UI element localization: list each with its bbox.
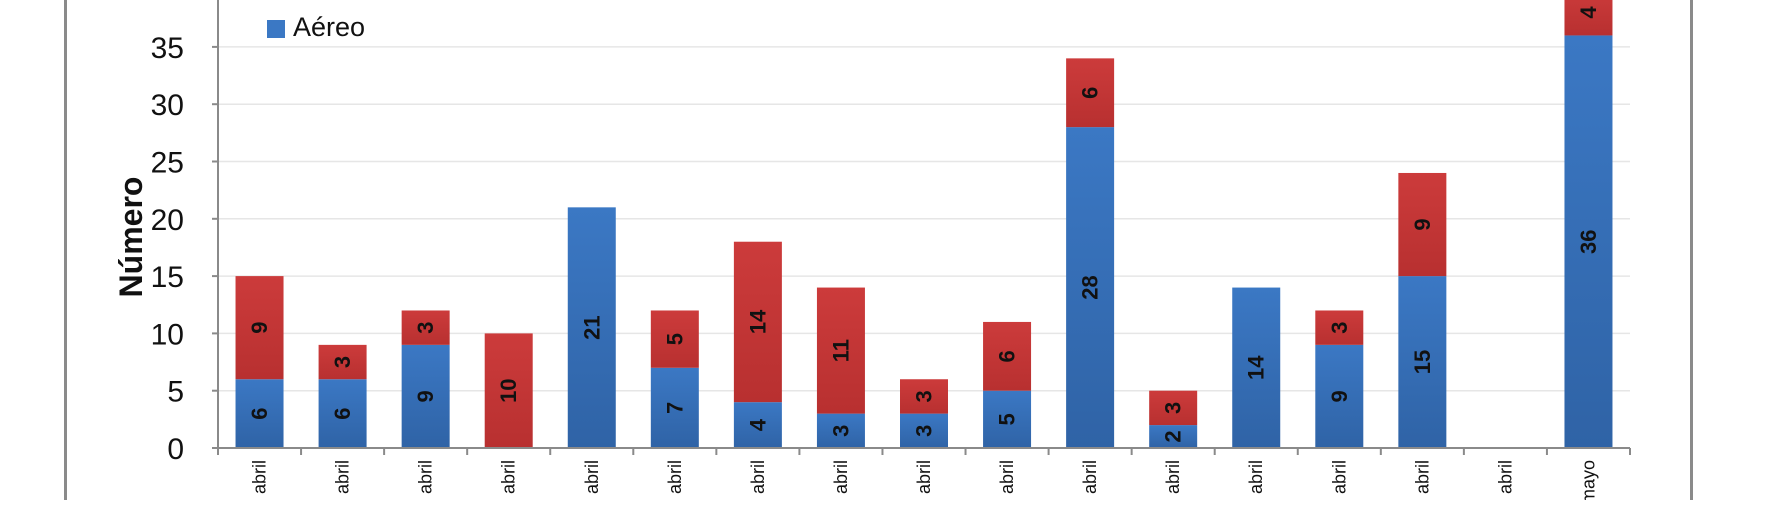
outer-border-left (64, 0, 67, 502)
y-tick-label: 25 (151, 147, 184, 180)
bar-segment-series-0 (1564, 35, 1613, 448)
data-label: 6 (247, 407, 272, 419)
bar-segment-series-1 (650, 310, 699, 368)
bar-segment-series-0 (983, 390, 1032, 448)
x-tick-label: abril (582, 460, 602, 494)
bar-segment-series-1 (318, 344, 367, 380)
x-tick-label: abril (1412, 460, 1432, 494)
bar-segment-series-0 (816, 413, 865, 448)
data-label: 3 (828, 425, 853, 437)
x-tick-label: abril (1495, 460, 1515, 494)
data-label: 11 (828, 339, 853, 362)
data-label: 10 (496, 378, 521, 402)
y-axis-label: Número (113, 177, 149, 298)
data-label: 3 (912, 390, 937, 402)
x-tick-labels: abril abril abril abril abril abril abril abril… (250, 460, 1599, 504)
y-tick-label: 20 (151, 204, 184, 237)
bar-segment-series-0 (567, 207, 616, 448)
x-tick-label: abril (1163, 460, 1183, 494)
data-label: 2 (1161, 430, 1186, 442)
bar-segment-series-0 (1232, 287, 1281, 448)
x-tick-label: abril (416, 460, 436, 494)
bar-segment-series-1 (1149, 390, 1198, 426)
legend: Aéreo (267, 12, 365, 42)
y-tick-label: 30 (151, 89, 184, 122)
x-tick-label: abril (748, 460, 768, 494)
data-label: 3 (912, 425, 937, 437)
bar-segment-series-1 (484, 333, 533, 448)
bar-segment-series-0 (1398, 276, 1447, 448)
data-label: 15 (1410, 350, 1435, 374)
bar-segment-series-0 (650, 367, 699, 448)
data-label: 3 (1161, 402, 1186, 414)
bar-segment-series-1 (1315, 310, 1364, 345)
data-label: 36 (1576, 229, 1601, 253)
x-tick-label: abril (914, 460, 934, 494)
x-tick-label: mayo (1578, 460, 1598, 500)
bar-segment-series-1 (1066, 58, 1115, 128)
outer-border-right (1690, 0, 1693, 502)
bar-segment-series-0 (1066, 127, 1115, 449)
x-tick-label: abril (333, 460, 353, 494)
x-tick-label: abril (997, 460, 1017, 494)
bar-segment-series-1 (1564, 0, 1613, 36)
bar-segment-series-1 (235, 276, 284, 380)
bar-segment-series-1 (900, 379, 948, 414)
data-label: 6 (1078, 87, 1103, 99)
data-label: 4 (745, 418, 770, 431)
bar-segment-series-0 (235, 379, 284, 448)
y-tick-labels: 0 5 10 15 20 25 30 35 (151, 32, 184, 466)
bar-segment-series-1 (816, 287, 865, 414)
data-label: 5 (662, 333, 687, 345)
data-label: 14 (745, 309, 770, 334)
y-tick-label: 10 (151, 318, 184, 351)
bar-segment-series-1 (1398, 172, 1447, 277)
data-label: 9 (1410, 218, 1435, 230)
bar-segment-series-1 (983, 321, 1032, 391)
x-tick-label: abril (250, 460, 270, 494)
x-tick-label: abril (1080, 460, 1100, 494)
gridlines (218, 46, 1630, 392)
legend-swatch-aereo (267, 20, 285, 38)
bar-segment-series-0 (1315, 344, 1364, 448)
bar-segment-series-0 (900, 413, 948, 448)
data-label: 3 (330, 356, 355, 368)
y-tick-label: 0 (167, 433, 184, 466)
x-tick-label: abril (831, 460, 851, 494)
bar-segment-series-0 (401, 344, 450, 448)
data-label: 9 (413, 390, 438, 402)
legend-label-aereo: Aéreo (293, 12, 365, 42)
data-label: 6 (330, 407, 355, 419)
x-tick-label: abril (1329, 460, 1349, 494)
data-label: 7 (662, 402, 687, 414)
data-label: 3 (1327, 322, 1352, 334)
data-label: 21 (579, 315, 604, 339)
bar-segment-series-1 (401, 310, 450, 345)
axes (212, 0, 1631, 455)
y-tick-label: 35 (151, 32, 184, 65)
data-label: 28 (1078, 275, 1103, 299)
y-tick-label: 5 (167, 376, 184, 409)
data-label: 6 (995, 350, 1020, 362)
bar-segment-series-0 (1149, 425, 1198, 448)
data-label: 3 (413, 322, 438, 334)
x-tick-label: abril (1246, 460, 1266, 494)
data-label: 5 (995, 413, 1020, 425)
y-tick-label: 15 (151, 261, 184, 294)
x-tick-label: abril (665, 460, 685, 494)
data-label: 9 (247, 322, 272, 334)
bars: 6 9 6 3 9 3 10 21 7 5 4 14 3 11 3 3 5 6 28 6 2 3 14 9 3 15 9 36 4 (235, 0, 1613, 449)
data-label: 9 (1327, 390, 1352, 402)
data-label: 14 (1244, 355, 1269, 380)
bar-segment-series-0 (318, 379, 367, 448)
x-tick-label: abril (499, 460, 519, 494)
bar-segment-series-0 (733, 402, 782, 448)
data-label: 4 (1576, 6, 1601, 19)
bar-segment-series-1 (733, 241, 782, 403)
